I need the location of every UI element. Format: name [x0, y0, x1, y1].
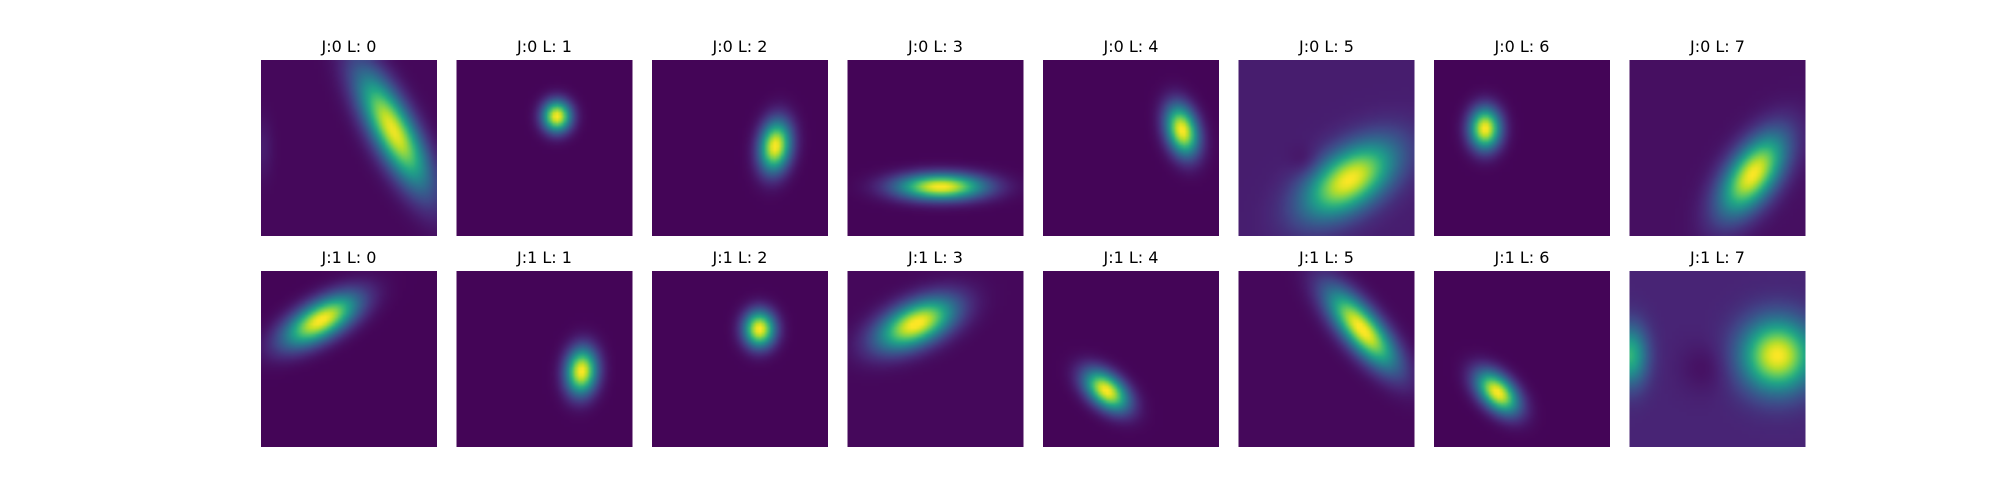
- panel-title: J:1 L: 2: [712, 248, 768, 267]
- panel-grid: J:0 L: 0 J:0 L: 1 J:0 L: 2 J:0 L: 3 J:0 L: 4…: [261, 37, 1806, 447]
- heatmap-panel: J:0 L: 1: [456, 37, 633, 236]
- heatmap-panel: J:1 L: 0: [261, 248, 437, 447]
- heatmap-panel: J:0 L: 5: [1238, 37, 1415, 236]
- panel-title: J:0 L: 2: [712, 37, 768, 56]
- panel-title: J:0 L: 4: [1103, 37, 1159, 56]
- panel-title: J:0 L: 0: [321, 37, 377, 56]
- heatmap-panel: J:1 L: 3: [847, 248, 1024, 447]
- panel-title: J:0 L: 3: [907, 37, 963, 56]
- heatmap-panel: J:0 L: 2: [652, 37, 828, 236]
- heatmap-panel: J:1 L: 1: [456, 248, 633, 447]
- heatmap-panel: J:0 L: 4: [1043, 37, 1219, 236]
- panel-title: J:1 L: 4: [1103, 248, 1159, 267]
- heatmap-panel: J:0 L: 6: [1434, 37, 1610, 236]
- heatmap-image: [1629, 60, 1806, 236]
- heatmap-image: [1238, 60, 1415, 236]
- panel-title: J:1 L: 7: [1689, 248, 1745, 267]
- heatmap-panel: J:0 L: 3: [847, 37, 1024, 236]
- panel-title: J:0 L: 6: [1494, 37, 1550, 56]
- heatmap-panel: J:1 L: 2: [652, 248, 828, 447]
- panel-title: J:1 L: 3: [907, 248, 963, 267]
- heatmap-image: [1043, 60, 1219, 236]
- panel-title: J:0 L: 1: [516, 37, 572, 56]
- heatmap-image: [847, 60, 1024, 236]
- heatmap-image: [1043, 271, 1219, 447]
- heatmap-image: [261, 60, 437, 236]
- heatmap-panel: J:1 L: 7: [1629, 248, 1806, 447]
- heatmap-panel: J:0 L: 7: [1629, 37, 1806, 236]
- heatmap-image: [456, 60, 633, 236]
- heatmap-panel: J:0 L: 0: [261, 37, 437, 236]
- heatmap-image: [261, 271, 437, 447]
- heatmap-image: [847, 271, 1024, 447]
- heatmap-panel: J:1 L: 6: [1434, 248, 1610, 447]
- heatmap-panel: J:1 L: 4: [1043, 248, 1219, 447]
- panel-title: J:1 L: 6: [1494, 248, 1550, 267]
- heatmap-image: [652, 271, 828, 447]
- heatmap-image: [652, 60, 828, 236]
- heatmap-image: [1629, 271, 1806, 447]
- heatmap-image: [1434, 60, 1610, 236]
- panel-title: J:1 L: 5: [1298, 248, 1354, 267]
- heatmap-image: [1434, 271, 1610, 447]
- heatmap-panel: J:1 L: 5: [1238, 248, 1415, 447]
- heatmap-image: [1238, 271, 1415, 447]
- panel-title: J:1 L: 0: [321, 248, 377, 267]
- heatmap-image: [456, 271, 633, 447]
- panel-title: J:0 L: 7: [1689, 37, 1745, 56]
- panel-title: J:0 L: 5: [1298, 37, 1354, 56]
- panel-title: J:1 L: 1: [516, 248, 572, 267]
